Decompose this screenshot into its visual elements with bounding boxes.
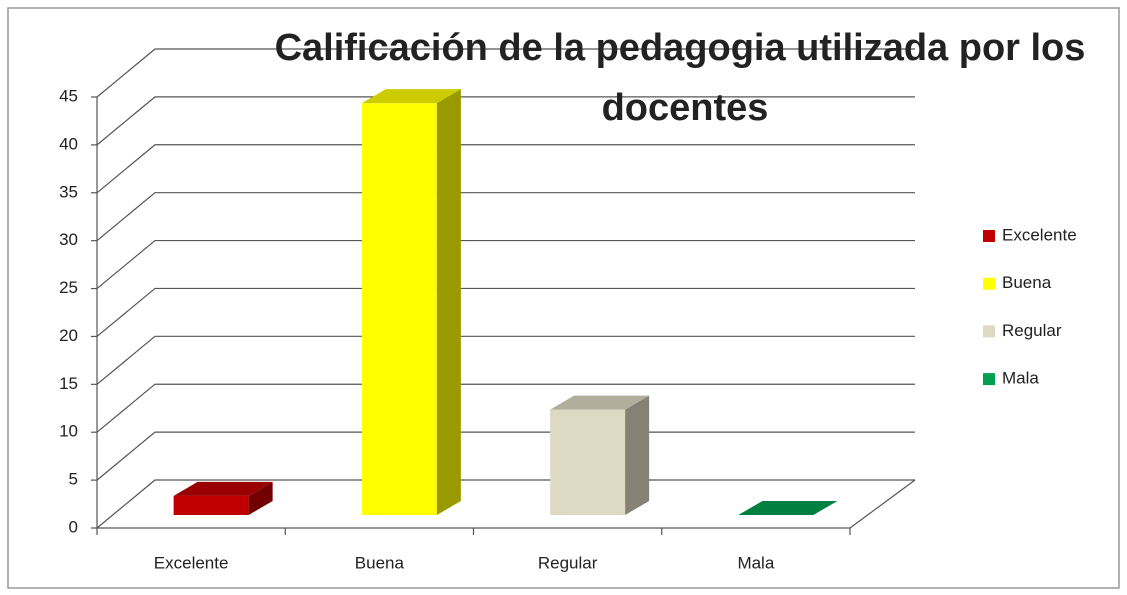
legend-label: Excelente bbox=[1002, 225, 1077, 244]
legend: Excelente Buena Regular Mala bbox=[983, 225, 1077, 388]
grid-line bbox=[96, 48, 915, 98]
bar-front bbox=[173, 495, 249, 515]
legend-label: Buena bbox=[1002, 273, 1052, 292]
y-tick-label: 5 bbox=[69, 470, 78, 489]
legend-label: Regular bbox=[1002, 321, 1062, 340]
legend-swatch bbox=[983, 277, 995, 290]
x-tick-label: Mala bbox=[737, 553, 774, 572]
bar-side bbox=[625, 395, 650, 515]
grid-line bbox=[96, 383, 915, 433]
x-tick-label: Buena bbox=[355, 553, 405, 572]
legend-label: Mala bbox=[1002, 369, 1039, 388]
grid-line bbox=[96, 192, 915, 242]
grid: 0 5 10 15 20 25 30 35 40 45 Excelente Buena Regular M… bbox=[59, 48, 916, 572]
grid-line bbox=[96, 479, 915, 529]
bar-top bbox=[550, 395, 650, 410]
legend-swatch bbox=[983, 373, 995, 386]
grid-line bbox=[96, 144, 915, 194]
chart-title: Calificación de la pedagogia utilizada p… bbox=[275, 27, 1086, 69]
y-tick-label: 0 bbox=[69, 517, 78, 536]
grid-line bbox=[96, 96, 915, 146]
bar-side bbox=[436, 89, 461, 516]
bar-top bbox=[361, 89, 461, 104]
bar-front bbox=[550, 409, 626, 515]
y-tick-label: 10 bbox=[59, 422, 78, 441]
y-tick-label: 45 bbox=[59, 86, 78, 105]
grid-line bbox=[96, 287, 915, 337]
grid-line bbox=[96, 239, 915, 290]
grid-line bbox=[96, 335, 915, 385]
y-tick-label: 40 bbox=[59, 134, 78, 153]
legend-swatch bbox=[983, 325, 995, 338]
bar-top bbox=[738, 501, 838, 515]
bar-front bbox=[361, 103, 437, 516]
y-tick-label: 35 bbox=[59, 182, 78, 201]
y-tick-label: 15 bbox=[59, 374, 78, 393]
x-tick-label: Excelente bbox=[154, 553, 229, 572]
y-tick-label: 25 bbox=[59, 278, 78, 297]
bars bbox=[173, 89, 838, 516]
legend-swatch bbox=[983, 230, 995, 242]
grid-line bbox=[96, 431, 915, 481]
y-tick-label: 20 bbox=[59, 326, 78, 345]
chart-title: docentes bbox=[602, 87, 769, 129]
x-tick-label: Regular bbox=[538, 553, 598, 572]
bar-top bbox=[173, 481, 273, 496]
bar-side bbox=[248, 481, 273, 515]
y-tick-label: 30 bbox=[59, 230, 78, 249]
